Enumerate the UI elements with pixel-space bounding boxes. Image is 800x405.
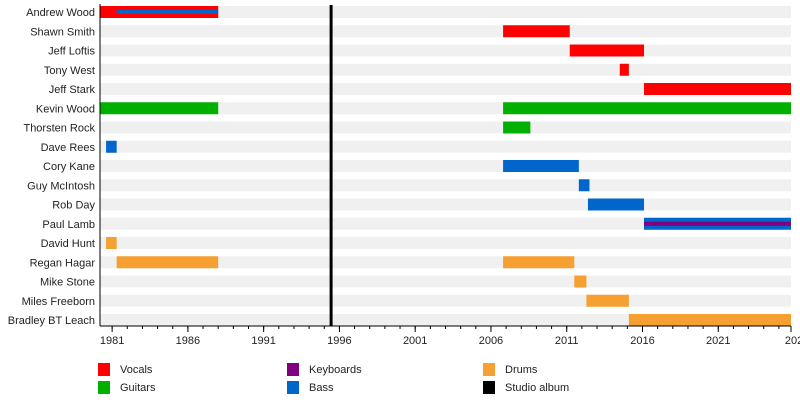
- member-label: Cory Kane: [43, 161, 95, 173]
- bar-drums: [106, 237, 117, 249]
- bar-vocals: [503, 25, 570, 38]
- bar-drums: [116, 256, 219, 269]
- row-background: [100, 25, 791, 38]
- row-background: [100, 217, 791, 230]
- bar-bass: [578, 179, 590, 192]
- row-background: [100, 198, 791, 211]
- x-tick-label: 2011: [555, 335, 579, 347]
- legend-label: Bass: [309, 382, 334, 394]
- row-background: [100, 314, 791, 326]
- x-tick-label: 1991: [251, 335, 275, 347]
- member-label: Tony West: [44, 65, 95, 77]
- row-background: [100, 140, 791, 153]
- legend-swatch-studio-album: [483, 381, 495, 394]
- member-label: Kevin Wood: [36, 103, 95, 115]
- x-tick-label: 1986: [176, 335, 200, 347]
- bar-guitars: [100, 102, 219, 115]
- legend-swatch-bass: [287, 381, 299, 394]
- x-tick-label: 1981: [100, 335, 124, 347]
- bar-guitars: [503, 121, 531, 134]
- member-label: Regan Hagar: [30, 257, 96, 269]
- bar-vocals: [569, 44, 645, 57]
- row-background: [100, 6, 791, 18]
- member-label: Guy McIntosh: [27, 180, 95, 192]
- bar-guitars: [503, 102, 791, 115]
- legend-swatch-vocals: [98, 363, 110, 376]
- x-tick-label: 2016: [630, 335, 654, 347]
- x-tick-label: 202: [785, 335, 800, 347]
- legend-label: Studio album: [505, 382, 569, 394]
- member-label: David Hunt: [41, 238, 95, 250]
- legend-label: Guitars: [120, 382, 156, 394]
- member-label: Paul Lamb: [42, 219, 95, 231]
- row-background: [100, 179, 791, 192]
- bar-drums: [574, 275, 587, 288]
- legend-label: Drums: [505, 364, 538, 376]
- row-background: [100, 160, 791, 172]
- legend-swatch-keyboards: [287, 363, 299, 376]
- overlay-bar-keyboards: [644, 221, 791, 226]
- member-label: Bradley BT Leach: [8, 315, 95, 327]
- overlay-bar-bass: [116, 10, 219, 14]
- bar-vocals: [619, 63, 629, 76]
- row-background: [100, 256, 791, 269]
- legend-swatch-guitars: [98, 381, 110, 394]
- row-background: [100, 294, 791, 307]
- x-tick-label: 1996: [327, 335, 351, 347]
- x-tick-label: 2001: [403, 335, 427, 347]
- bar-vocals: [644, 83, 791, 95]
- bar-bass: [587, 198, 645, 211]
- row-background: [100, 237, 791, 249]
- bar-bass: [503, 160, 579, 172]
- legend-label: Keyboards: [309, 364, 362, 376]
- row-background: [100, 44, 791, 57]
- x-tick-label: 2021: [706, 335, 730, 347]
- legend-swatch-drums: [483, 363, 495, 376]
- member-label: Andrew Wood: [26, 7, 95, 19]
- member-label: Dave Rees: [41, 142, 96, 154]
- row-background: [100, 121, 791, 134]
- member-label: Shawn Smith: [30, 26, 95, 38]
- bar-bass: [106, 140, 117, 153]
- member-label: Mike Stone: [40, 277, 95, 289]
- member-label: Jeff Loftis: [48, 46, 95, 58]
- member-label: Miles Freeborn: [22, 296, 95, 308]
- member-label: Rob Day: [52, 200, 95, 212]
- row-background: [100, 83, 791, 95]
- x-tick-label: 2006: [479, 335, 503, 347]
- member-label: Thorsten Rock: [23, 123, 95, 135]
- member-label: Jeff Stark: [49, 84, 96, 96]
- bar-drums: [628, 314, 791, 326]
- row-background: [100, 63, 791, 76]
- bar-drums: [503, 256, 575, 269]
- row-background: [100, 275, 791, 288]
- bar-drums: [586, 294, 629, 307]
- legend-label: Vocals: [120, 364, 153, 376]
